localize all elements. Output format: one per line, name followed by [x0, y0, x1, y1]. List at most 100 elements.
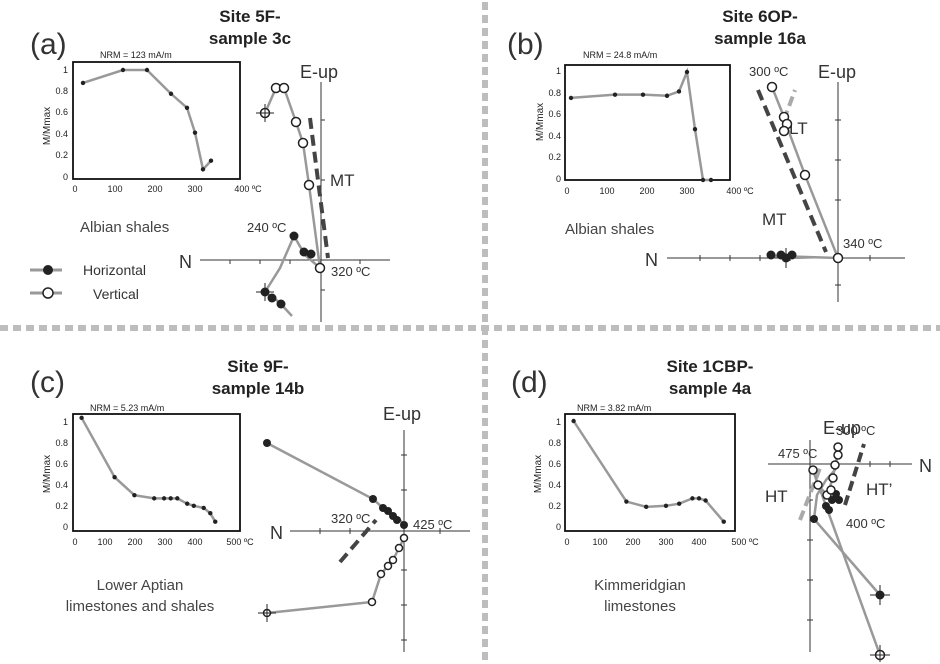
panel-a-horizontal-point	[306, 249, 316, 259]
panel-a-horizontal-path	[263, 233, 321, 317]
panel-d-demag-curve	[571, 418, 726, 524]
panel-c-n-label: N	[270, 523, 283, 543]
panel-b-temp-label: 300 ºC	[749, 64, 788, 79]
panel-c-data-point	[191, 503, 196, 508]
panel-a-vertical-point	[303, 179, 315, 191]
panel-c-data-point	[152, 496, 157, 501]
legend-open-circle	[42, 287, 54, 299]
panel-b-vertical-point	[799, 169, 811, 181]
panel-c-xtick: 300	[157, 537, 172, 547]
panel-d-vertical-point	[826, 485, 836, 495]
panel-c-letter: (c)	[30, 366, 65, 399]
panel-a-inset-frame	[72, 61, 241, 180]
panel-a-ytick: 0.8	[55, 86, 68, 96]
panel-a-series-line	[82, 68, 212, 172]
panel-a-data-point	[200, 167, 206, 172]
panel-b-data-point	[676, 89, 682, 94]
panel-c-data-point	[201, 505, 206, 511]
panel-d-ytick: 0	[556, 522, 561, 532]
panel-c-title-line1: Site 9F-	[227, 357, 288, 376]
panel-d-data-point	[677, 501, 682, 506]
legend-filled-circle	[43, 265, 53, 275]
panel-b-component-label: MT	[762, 210, 787, 229]
panel-b-ytick: 0.8	[548, 88, 561, 98]
panel-a-lithology: Albian shales	[80, 219, 169, 236]
panel-a-horizontal-point	[289, 231, 299, 241]
panel-b-temp-label: 340 ºC	[843, 236, 882, 251]
panel-c-vertical-point	[367, 597, 377, 607]
panel-a-ytick: 0.2	[55, 150, 68, 160]
panel-d-vertical-point	[828, 473, 838, 483]
panel-d-title-line1: Site 1CBP-	[667, 357, 754, 376]
panel-b-demag-curve	[568, 67, 714, 183]
panel-c-xtick: 400	[187, 537, 202, 547]
panel-b-horizontal-point	[787, 250, 797, 260]
panel-c-vertical-point	[388, 555, 398, 565]
panel-c-data-point	[175, 496, 180, 501]
panel-c-horizontal-point	[400, 521, 408, 529]
panel-b-ytick: 0.4	[548, 131, 561, 141]
panel-a-ytick: 0	[63, 172, 68, 182]
panel-a-xtick: 300	[187, 184, 202, 194]
panel-c-vertical-point	[394, 543, 404, 553]
panel-c-title-line2: sample 14b	[212, 379, 305, 398]
panel-b-data-point	[612, 92, 618, 97]
panel-d-data-point	[644, 504, 649, 510]
panel-b-data-point	[684, 69, 690, 75]
panel-d-ytick: 0.6	[548, 459, 561, 469]
panel-d-temp-label: 475 ºC	[778, 446, 817, 461]
panel-a-data-point	[168, 91, 174, 96]
panel-b-ytick: 1	[556, 66, 561, 76]
panel-b-nrm: NRM = 24.8 mA/m	[583, 50, 657, 60]
panel-d-nrm: NRM = 3.82 mA/m	[577, 403, 651, 413]
panel-d-vertical-point	[833, 442, 843, 452]
panel-d-ytick: 1	[556, 417, 561, 427]
panel-d-ytick: 0.4	[548, 480, 561, 490]
panel-d-data-point	[721, 519, 726, 524]
panel-a-vertical-point	[278, 82, 290, 94]
panel-d-data-point	[703, 498, 708, 503]
panel-a-xtick: 0	[72, 184, 77, 194]
panel-c-ht-component-line	[338, 518, 378, 564]
panel-d-temp-label: 400 ºC	[846, 516, 885, 531]
panel-d-series-line	[572, 420, 725, 523]
panel-a-letter: (a)	[30, 28, 67, 61]
panel-d-xtick: 0	[564, 537, 569, 547]
panel-d-title-line2: sample 4a	[669, 379, 752, 398]
panel-a-mt-component-line	[308, 117, 330, 259]
panel-a-data-point	[192, 130, 198, 135]
panel-a-vertical-point	[297, 137, 309, 149]
panel-b-ytick: 0.2	[548, 152, 561, 162]
panel-d-data-point	[624, 499, 629, 504]
panel-a-demag-curve	[80, 67, 214, 172]
panel-a-component-label: MT	[330, 171, 355, 190]
panel-c-horizontal-point	[369, 495, 377, 503]
panel-b-xtick: 100	[599, 186, 614, 196]
panel-c: (c) Site 9F- sample 14b NRM = 5.23 mA/m …	[30, 357, 470, 652]
panel-d-horizontal-point	[810, 515, 818, 523]
panel-d: (d) Site 1CBP- sample 4a NRM = 3.82 mA/m…	[511, 357, 932, 662]
panel-b-series-line	[570, 67, 711, 182]
panel-c-ytick: 0.2	[55, 501, 68, 511]
panel-b-xtick: 200	[639, 186, 654, 196]
panel-c-xtick: 100	[97, 537, 112, 547]
panel-b-data-point	[692, 127, 698, 132]
panel-d-ytick: 0.8	[548, 438, 561, 448]
panel-d-data-point	[696, 496, 702, 501]
panel-c-ylabel: M/Mmax	[42, 455, 53, 493]
panel-d-ylabel: M/Mmax	[533, 455, 544, 493]
panel-d-ytick: 0.2	[548, 501, 561, 511]
panel-b-inset-frame	[564, 64, 731, 181]
panel-a-data-point	[80, 80, 86, 86]
panel-c-vertical-point	[399, 533, 409, 543]
panel-c-data-point	[79, 415, 84, 421]
panel-d-letter: (d)	[511, 366, 548, 399]
panel-d-vertical-point	[833, 450, 843, 460]
panel-c-xtick: 200	[127, 537, 142, 547]
panel-b-title-line2: sample 16a	[714, 29, 806, 48]
panel-d-lithology-line1: Kimmeridgian	[594, 577, 686, 594]
panel-b-title-line1: Site 6OP-	[722, 7, 798, 26]
panel-d-inset-frame	[564, 413, 736, 532]
panel-c-ytick: 0.6	[55, 459, 68, 469]
